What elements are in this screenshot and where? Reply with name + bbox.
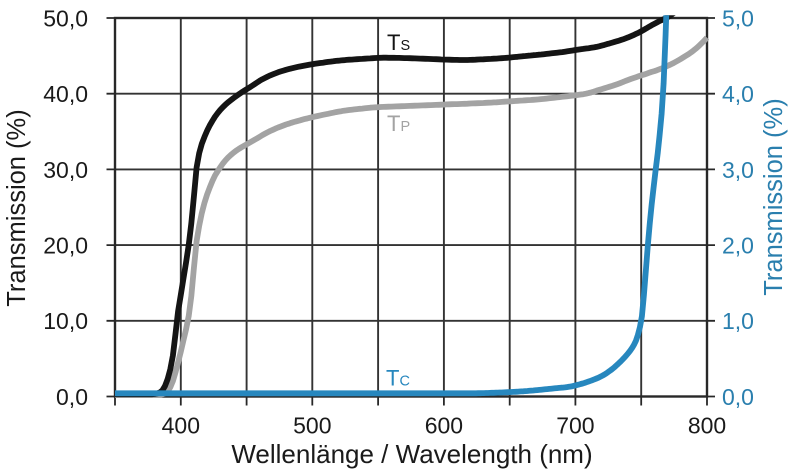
svg-text:700: 700 xyxy=(556,413,594,439)
svg-text:10,0: 10,0 xyxy=(43,308,88,334)
svg-text:0,0: 0,0 xyxy=(56,384,88,410)
svg-text:0,0: 0,0 xyxy=(722,384,754,410)
svg-text:2,0: 2,0 xyxy=(722,233,754,259)
svg-text:30,0: 30,0 xyxy=(43,157,88,183)
svg-text:1,0: 1,0 xyxy=(722,308,754,334)
svg-text:5,0: 5,0 xyxy=(722,5,754,31)
svg-text:500: 500 xyxy=(293,413,331,439)
svg-text:3,0: 3,0 xyxy=(722,157,754,183)
svg-text:Transmission (%): Transmission (%) xyxy=(3,109,31,306)
svg-text:800: 800 xyxy=(688,413,726,439)
svg-text:50,0: 50,0 xyxy=(43,5,88,31)
svg-text:Wellenlänge / Wavelength (nm): Wellenlänge / Wavelength (nm) xyxy=(231,439,592,469)
svg-text:Transmission (%): Transmission (%) xyxy=(760,98,788,295)
svg-text:600: 600 xyxy=(425,413,463,439)
svg-text:400: 400 xyxy=(162,413,200,439)
svg-text:20,0: 20,0 xyxy=(43,233,88,259)
svg-text:4,0: 4,0 xyxy=(722,81,754,107)
svg-text:40,0: 40,0 xyxy=(43,81,88,107)
